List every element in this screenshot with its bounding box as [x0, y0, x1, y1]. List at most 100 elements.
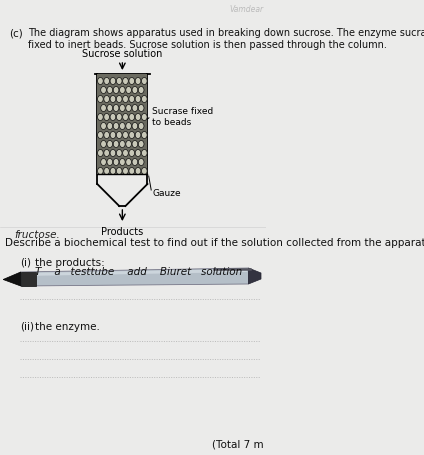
Ellipse shape: [129, 96, 134, 103]
Text: Vamdear: Vamdear: [229, 5, 263, 14]
Ellipse shape: [126, 141, 131, 148]
Ellipse shape: [135, 132, 141, 139]
Polygon shape: [21, 268, 248, 286]
Text: fixed to inert beads. Sucrose solution is then passed through the column.: fixed to inert beads. Sucrose solution i…: [28, 40, 387, 50]
Polygon shape: [21, 273, 36, 286]
Ellipse shape: [110, 114, 116, 121]
Ellipse shape: [98, 78, 103, 86]
Ellipse shape: [98, 96, 103, 103]
Ellipse shape: [120, 141, 125, 148]
Ellipse shape: [126, 105, 131, 112]
Text: (Total 7 m: (Total 7 m: [212, 439, 263, 449]
Bar: [97, 75, 148, 175]
Ellipse shape: [135, 168, 141, 175]
Ellipse shape: [120, 87, 125, 94]
Ellipse shape: [135, 96, 141, 103]
Ellipse shape: [116, 96, 122, 103]
Ellipse shape: [104, 150, 109, 157]
Ellipse shape: [113, 87, 119, 94]
Text: The diagram shows apparatus used in breaking down sucrose. The enzyme sucrase is: The diagram shows apparatus used in brea…: [28, 28, 424, 38]
Ellipse shape: [138, 105, 144, 112]
Ellipse shape: [123, 150, 128, 157]
Ellipse shape: [107, 141, 113, 148]
Ellipse shape: [135, 78, 141, 86]
Ellipse shape: [113, 159, 119, 166]
Ellipse shape: [129, 150, 134, 157]
Text: Describe a biochemical test to find out if the solution collected from the appar: Describe a biochemical test to find out …: [5, 238, 424, 248]
Ellipse shape: [104, 96, 109, 103]
Ellipse shape: [126, 159, 131, 166]
Text: (ii): (ii): [20, 321, 34, 331]
Ellipse shape: [113, 123, 119, 130]
Ellipse shape: [116, 168, 122, 175]
Ellipse shape: [142, 114, 147, 121]
Ellipse shape: [116, 114, 122, 121]
Ellipse shape: [123, 132, 128, 139]
Text: the enzyme.: the enzyme.: [34, 321, 99, 331]
Ellipse shape: [129, 114, 134, 121]
Ellipse shape: [98, 114, 103, 121]
Ellipse shape: [104, 168, 109, 175]
Ellipse shape: [113, 141, 119, 148]
Ellipse shape: [129, 132, 134, 139]
Ellipse shape: [126, 123, 131, 130]
Ellipse shape: [98, 132, 103, 139]
Ellipse shape: [101, 141, 106, 148]
Text: Gauze: Gauze: [153, 188, 181, 197]
Ellipse shape: [129, 168, 134, 175]
Polygon shape: [248, 268, 261, 284]
Ellipse shape: [104, 78, 109, 86]
Text: T    a   testtube    add    Biuret   solution: T a testtube add Biuret solution: [34, 267, 242, 276]
Polygon shape: [3, 273, 21, 286]
Ellipse shape: [116, 132, 122, 139]
Ellipse shape: [123, 168, 128, 175]
Ellipse shape: [132, 123, 138, 130]
Ellipse shape: [132, 141, 138, 148]
Ellipse shape: [132, 105, 138, 112]
Ellipse shape: [110, 150, 116, 157]
Ellipse shape: [101, 87, 106, 94]
Ellipse shape: [138, 87, 144, 94]
Polygon shape: [22, 269, 247, 276]
Text: Sucrose solution: Sucrose solution: [82, 49, 162, 59]
Ellipse shape: [123, 78, 128, 86]
Ellipse shape: [129, 78, 134, 86]
Ellipse shape: [138, 123, 144, 130]
Ellipse shape: [107, 123, 113, 130]
Ellipse shape: [126, 87, 131, 94]
Ellipse shape: [135, 114, 141, 121]
Ellipse shape: [120, 123, 125, 130]
Ellipse shape: [107, 87, 113, 94]
Ellipse shape: [132, 87, 138, 94]
Ellipse shape: [110, 168, 116, 175]
Ellipse shape: [101, 159, 106, 166]
Ellipse shape: [142, 78, 147, 86]
Ellipse shape: [142, 150, 147, 157]
Ellipse shape: [113, 105, 119, 112]
Ellipse shape: [110, 78, 116, 86]
Ellipse shape: [98, 168, 103, 175]
Text: the products:: the products:: [34, 258, 104, 268]
Ellipse shape: [104, 132, 109, 139]
Ellipse shape: [138, 141, 144, 148]
Ellipse shape: [120, 159, 125, 166]
Ellipse shape: [98, 150, 103, 157]
Ellipse shape: [123, 114, 128, 121]
Ellipse shape: [110, 96, 116, 103]
Ellipse shape: [116, 78, 122, 86]
Ellipse shape: [107, 159, 113, 166]
Ellipse shape: [132, 159, 138, 166]
Ellipse shape: [142, 132, 147, 139]
Ellipse shape: [107, 105, 113, 112]
Ellipse shape: [135, 150, 141, 157]
Text: Products: Products: [101, 227, 143, 237]
Text: fructose.: fructose.: [14, 229, 59, 239]
Text: (c): (c): [9, 28, 23, 38]
Ellipse shape: [120, 105, 125, 112]
Ellipse shape: [110, 132, 116, 139]
Ellipse shape: [101, 123, 106, 130]
Ellipse shape: [101, 105, 106, 112]
Text: Sucrase fixed
to beads: Sucrase fixed to beads: [153, 107, 214, 127]
Text: (i): (i): [20, 258, 31, 268]
Ellipse shape: [142, 96, 147, 103]
